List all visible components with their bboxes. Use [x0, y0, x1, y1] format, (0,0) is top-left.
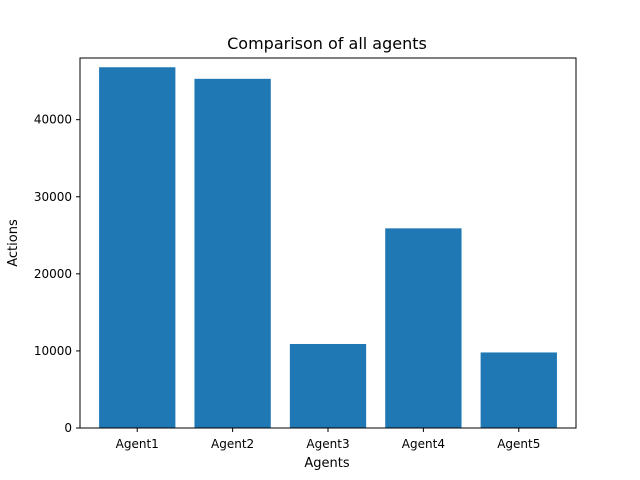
x-axis-label: Agents	[304, 456, 349, 471]
x-tick-label: Agent3	[306, 437, 349, 451]
y-tick-label: 30000	[34, 190, 72, 204]
y-tick-label: 20000	[34, 267, 72, 281]
x-tick-label: Agent5	[497, 437, 540, 451]
y-tick-label: 40000	[34, 113, 72, 127]
x-tick-label: Agent1	[116, 437, 159, 451]
x-tick-label: Agent2	[211, 437, 254, 451]
bar-agent5	[480, 352, 557, 428]
x-axis-ticks: Agent1 Agent2 Agent3 Agent4 Agent5	[116, 428, 540, 451]
bar-agent3	[289, 343, 367, 428]
bar-agent2	[194, 78, 271, 428]
y-tick-label: 10000	[34, 344, 72, 358]
x-tick-label: Agent4	[402, 437, 445, 451]
y-axis-ticks: 0 10000 20000 30000 40000	[34, 113, 80, 435]
y-axis-label: Actions	[6, 219, 21, 267]
chart-title: Comparison of all agents	[227, 34, 427, 53]
y-tick-label: 0	[64, 421, 72, 435]
bar-agent4	[385, 228, 462, 428]
bar-agent1	[99, 67, 176, 428]
bars-layer	[99, 67, 557, 428]
